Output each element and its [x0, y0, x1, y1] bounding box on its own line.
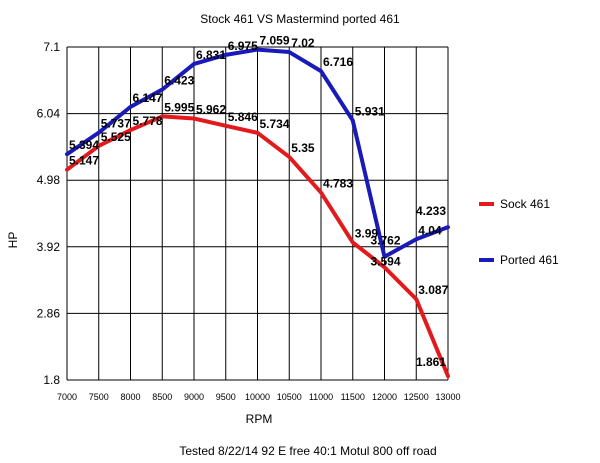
y-tick-label: 7.1: [43, 40, 60, 54]
x-tick-label: 10000: [245, 392, 270, 402]
data-label: 5.995: [164, 100, 194, 114]
footnote: Tested 8/22/14 92 E free 40:1 Motul 800 …: [179, 444, 436, 458]
data-label: 5.737: [101, 117, 131, 131]
y-tick-label: 3.92: [37, 240, 61, 254]
y-tick-label: 4.98: [37, 173, 61, 187]
data-label: 3.594: [371, 254, 401, 268]
data-label: 5.734: [260, 117, 290, 131]
data-label: 6.147: [133, 91, 163, 105]
legend-label: Ported 461: [500, 253, 559, 267]
data-label: 4.783: [323, 177, 353, 191]
y-tick-label: 6.04: [37, 107, 61, 121]
data-label: 5.962: [196, 103, 226, 117]
data-label: 3.99: [355, 226, 379, 240]
series-line-sock-461: [65, 114, 450, 379]
x-tick-label: 12500: [404, 392, 429, 402]
x-tick-label: 10500: [277, 392, 302, 402]
data-label: 3.087: [418, 283, 448, 297]
x-tick-label: 8500: [152, 392, 172, 402]
x-tick-label: 9000: [184, 392, 204, 402]
data-label: 4.04: [418, 223, 442, 237]
data-label: 4.233: [416, 204, 446, 218]
series-lines: [65, 47, 450, 379]
data-label: 6.975: [228, 39, 258, 53]
y-axis-label: HP: [6, 232, 20, 249]
x-tick-label: 8000: [120, 392, 140, 402]
data-label: 5.778: [133, 114, 163, 128]
x-tick-label: 11500: [341, 392, 365, 402]
x-tick-label: 11000: [309, 392, 333, 402]
grid: [66, 46, 449, 381]
data-label: 6.423: [164, 74, 194, 88]
x-tick-label: 9500: [216, 392, 236, 402]
legend: Sock 461 Ported 461: [479, 197, 559, 267]
data-label: 6.716: [323, 55, 353, 69]
data-label: 7.02: [291, 36, 315, 50]
y-axis: 1.8 2.86 3.92 4.98 6.04 7.1: [37, 40, 61, 387]
data-label: 1.861: [416, 355, 446, 369]
x-axis: 7000 7500 8000 8500 9000 9500 10000 10500 11000 1…: [57, 392, 461, 402]
y-tick-label: 2.86: [37, 306, 61, 320]
data-label: 5.147: [69, 154, 99, 168]
y-tick-label: 1.8: [43, 373, 60, 387]
data-label: 5.846: [228, 110, 258, 124]
x-tick-label: 12000: [372, 392, 397, 402]
chart-title: Stock 461 VS Mastermind ported 461: [200, 12, 400, 26]
x-tick-label: 7500: [89, 392, 109, 402]
data-label: 5.525: [101, 130, 131, 144]
data-label: 5.35: [291, 141, 315, 155]
x-tick-label: 7000: [57, 392, 77, 402]
data-label: 6.831: [196, 48, 226, 62]
series-line-ported-461: [65, 47, 450, 259]
legend-label: Sock 461: [500, 197, 550, 211]
x-axis-label: RPM: [246, 412, 273, 426]
x-tick-label: 13000: [435, 392, 460, 402]
data-label: 3.762: [371, 234, 401, 248]
data-label: 7.059: [260, 34, 290, 48]
data-label: 5.394: [69, 138, 99, 152]
data-label: 5.931: [355, 104, 385, 118]
